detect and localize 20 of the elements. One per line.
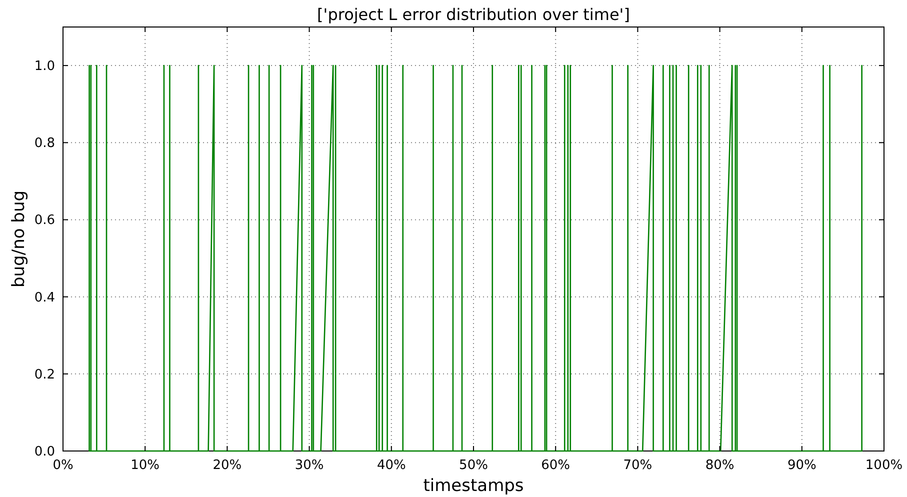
x-tick-label: 80% [705, 458, 734, 473]
x-tick-label: 40% [376, 458, 406, 473]
y-tick-label: 0.4 [34, 290, 55, 306]
x-tick-label: 60% [541, 458, 570, 473]
x-tick-label: 0% [52, 458, 74, 473]
y-tick-label: 0.6 [34, 213, 55, 228]
x-tick-label: 20% [212, 458, 242, 473]
y-tick-label: 0.0 [34, 444, 55, 460]
y-tick-label: 0.8 [34, 136, 55, 152]
x-axis-title: timestamps [423, 476, 524, 496]
x-tick-label: 50% [459, 458, 488, 473]
y-tick-label: 0.2 [34, 367, 55, 382]
x-tick-label: 70% [623, 458, 652, 473]
x-tick-label: 10% [130, 458, 160, 473]
x-tick-label: 30% [294, 458, 324, 473]
y-tick-label: 1.0 [34, 59, 55, 74]
x-tick-label: 90% [787, 458, 816, 473]
x-tick-label: 100% [865, 458, 903, 473]
chart-title: ['project L error distribution over time'] [317, 5, 630, 24]
y-axis-title: bug/no bug [9, 190, 29, 288]
